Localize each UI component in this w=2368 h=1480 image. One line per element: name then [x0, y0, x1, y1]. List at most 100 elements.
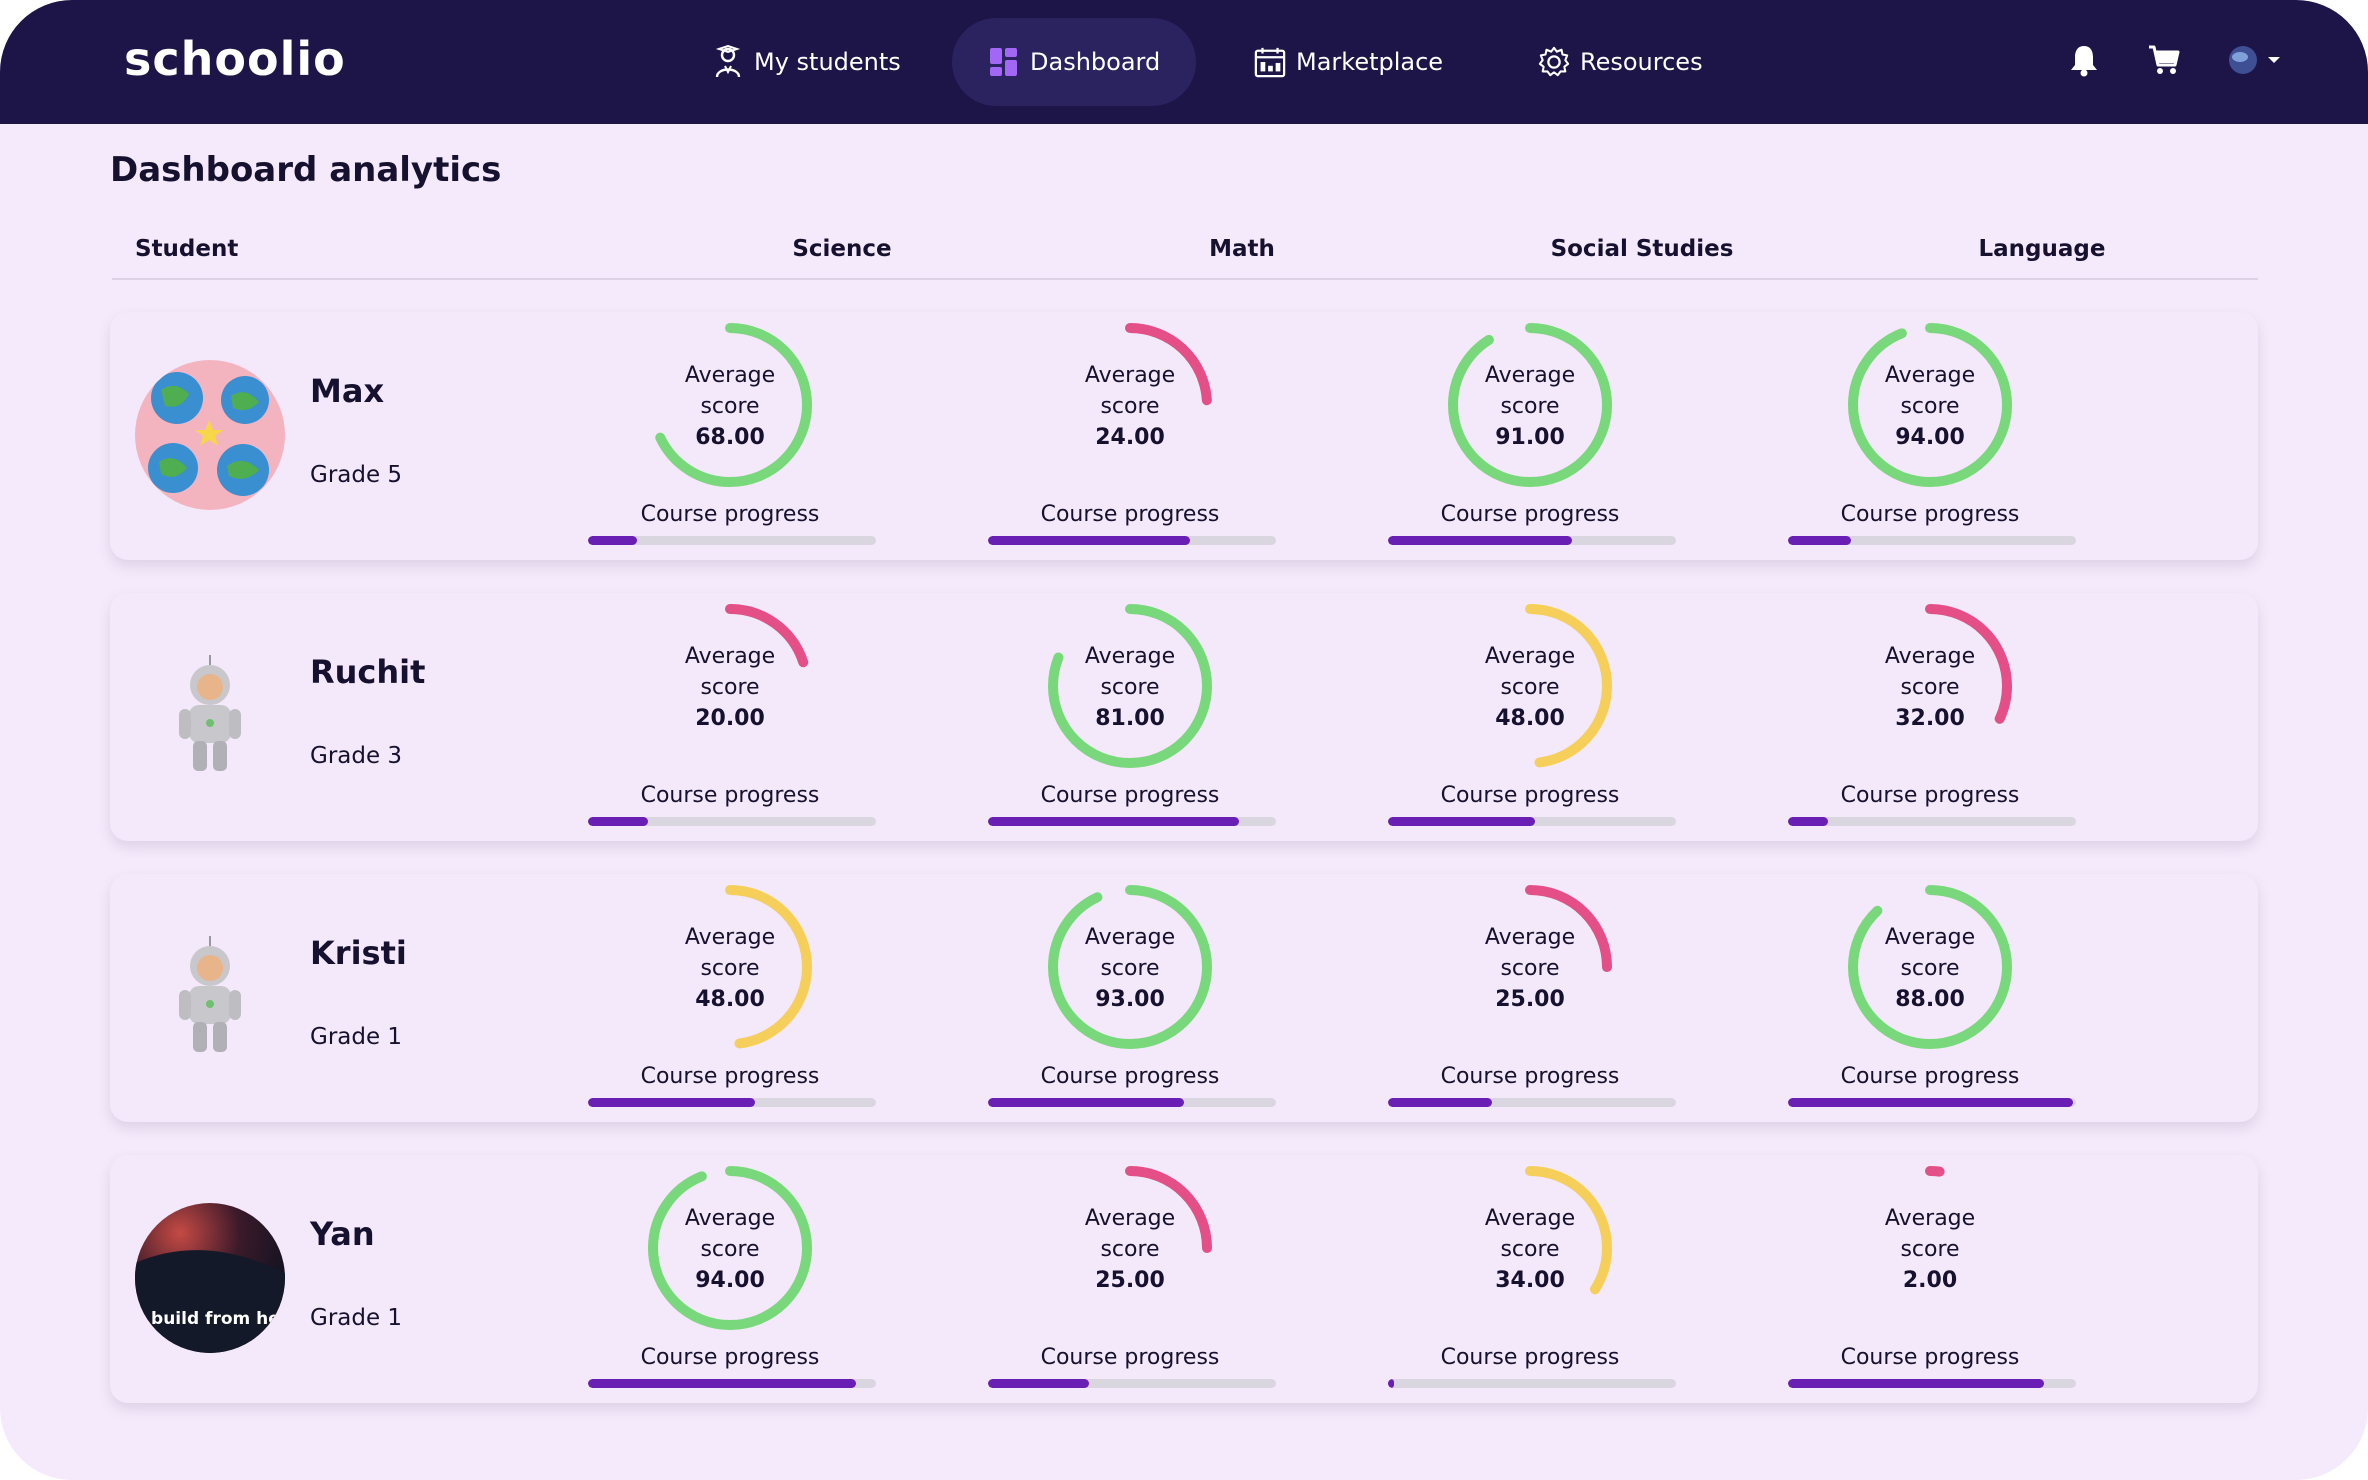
score-value: 81.00: [1095, 706, 1165, 731]
avatar-dropdown-icon[interactable]: [2226, 40, 2286, 80]
student-row[interactable]: Kristi Grade 1 Average score 48.00 Course pro…: [110, 874, 2258, 1122]
course-progress-fill: [1388, 1379, 1394, 1388]
score-ring: [1048, 604, 1212, 768]
score-label: Average: [1884, 925, 1976, 950]
average-score: Average score 25.00: [980, 1203, 1280, 1296]
score-label: score: [1900, 1237, 1960, 1262]
student-grade: Grade 1: [310, 1305, 403, 1331]
logo[interactable]: schoolio: [124, 32, 346, 86]
score-ring: [1448, 1166, 1612, 1330]
course-progress-fill: [988, 536, 1190, 545]
subject-cell-language[interactable]: Average score 88.00 Course progress: [1780, 874, 2080, 1122]
course-progress-bar: [588, 536, 876, 545]
subject-cell-language[interactable]: Average score 94.00 Course progress: [1780, 312, 2080, 560]
score-label: score: [1500, 394, 1560, 419]
score-label: Average: [684, 363, 776, 388]
subject-cell-science[interactable]: Average score 20.00 Course progress: [580, 593, 880, 841]
avatar-caption: s build from he: [135, 1309, 280, 1329]
course-progress-label: Course progress: [640, 1064, 820, 1089]
student-name[interactable]: Max: [310, 372, 385, 410]
score-value: 32.00: [1895, 706, 1965, 731]
course-progress-label: Course progress: [1840, 1064, 2020, 1089]
course-progress-bar: [1388, 536, 1676, 545]
average-score: Average score 94.00: [580, 1203, 880, 1296]
score-label: score: [1900, 394, 1960, 419]
student-avatar[interactable]: [135, 922, 285, 1072]
score-ring: [648, 604, 812, 768]
course-progress-label: Course progress: [1040, 502, 1220, 527]
nav-resources[interactable]: Resources: [1538, 18, 1703, 106]
student-name[interactable]: Kristi: [310, 934, 407, 972]
cart-icon[interactable]: [2144, 40, 2184, 80]
student-avatar[interactable]: [135, 360, 285, 510]
score-ring: [648, 323, 812, 487]
subject-cell-language[interactable]: Average score 2.00 Course progress: [1780, 1155, 2080, 1403]
course-progress-bar: [1788, 536, 2076, 545]
average-score: Average score 68.00: [580, 360, 880, 453]
subject-cell-math[interactable]: Average score 24.00 Course progress: [980, 312, 1280, 560]
course-progress-bar: [1788, 1098, 2076, 1107]
score-label: Average: [1084, 363, 1176, 388]
column-header-science: Science: [792, 236, 892, 262]
bell-icon[interactable]: [2064, 40, 2104, 80]
course-progress-bar: [588, 1098, 876, 1107]
subject-cell-science[interactable]: Average score 94.00 Course progress: [580, 1155, 880, 1403]
nav-my-students[interactable]: My students: [712, 18, 901, 106]
course-progress-fill: [588, 1098, 756, 1107]
score-label: Average: [1484, 363, 1576, 388]
subject-cell-social-studies[interactable]: Average score 25.00 Course progress: [1380, 874, 1680, 1122]
score-value: 34.00: [1495, 1268, 1565, 1293]
student-name[interactable]: Yan: [310, 1215, 375, 1253]
student-grade: Grade 1: [310, 1024, 403, 1050]
score-value: 25.00: [1495, 987, 1565, 1012]
average-score: Average score 34.00: [1380, 1203, 1680, 1296]
column-header-student: Student: [135, 236, 239, 262]
score-value: 94.00: [1895, 425, 1965, 450]
subject-cell-math[interactable]: Average score 81.00 Course progress: [980, 593, 1280, 841]
subject-cell-social-studies[interactable]: Average score 91.00 Course progress: [1380, 312, 1680, 560]
student-grade: Grade 3: [310, 743, 403, 769]
subject-cell-math[interactable]: Average score 25.00 Course progress: [980, 1155, 1280, 1403]
subject-cell-math[interactable]: Average score 93.00 Course progress: [980, 874, 1280, 1122]
score-ring: [1048, 1166, 1212, 1330]
course-progress-bar: [1388, 817, 1676, 826]
course-progress-bar: [988, 536, 1276, 545]
score-label: score: [700, 1237, 760, 1262]
course-progress-label: Course progress: [1440, 783, 1620, 808]
nav-dashboard[interactable]: Dashboard: [952, 18, 1197, 106]
calendar-icon: [1254, 46, 1286, 78]
score-label: score: [1500, 1237, 1560, 1262]
nav-marketplace[interactable]: Marketplace: [1254, 18, 1443, 106]
course-progress-label: Course progress: [640, 783, 820, 808]
subject-cell-science[interactable]: Average score 48.00 Course progress: [580, 874, 880, 1122]
course-progress-bar: [1388, 1098, 1676, 1107]
score-value: 93.00: [1095, 987, 1165, 1012]
subject-cell-science[interactable]: Average score 68.00 Course progress: [580, 312, 880, 560]
student-row[interactable]: Max Grade 5 Average score 68.00 Course progre…: [110, 312, 2258, 560]
subject-cell-social-studies[interactable]: Average score 34.00 Course progress: [1380, 1155, 1680, 1403]
column-header-math: Math: [1209, 236, 1275, 262]
score-label: Average: [1084, 925, 1176, 950]
subject-cell-social-studies[interactable]: Average score 48.00 Course progress: [1380, 593, 1680, 841]
student-row[interactable]: Ruchit Grade 3 Average score 20.00 Course pro…: [110, 593, 2258, 841]
course-progress-fill: [588, 1379, 856, 1388]
score-label: score: [700, 956, 760, 981]
student-avatar[interactable]: [135, 641, 285, 791]
score-label: Average: [1884, 644, 1976, 669]
student-name[interactable]: Ruchit: [310, 653, 426, 691]
average-score: Average score 32.00: [1780, 641, 2080, 734]
average-score: Average score 48.00: [1380, 641, 1680, 734]
page-title: Dashboard analytics: [110, 150, 502, 190]
score-ring: [1848, 1166, 2012, 1330]
average-score: Average score 20.00: [580, 641, 880, 734]
score-ring: [1448, 604, 1612, 768]
course-progress-label: Course progress: [1440, 1064, 1620, 1089]
course-progress-fill: [588, 536, 637, 545]
subject-cell-language[interactable]: Average score 32.00 Course progress: [1780, 593, 2080, 841]
score-value: 88.00: [1895, 987, 1965, 1012]
student-row[interactable]: s build from he Yan Grade 1 Average score 94.…: [110, 1155, 2258, 1403]
score-ring: [648, 1166, 812, 1330]
score-label: score: [1100, 394, 1160, 419]
student-avatar[interactable]: s build from he: [135, 1203, 285, 1353]
